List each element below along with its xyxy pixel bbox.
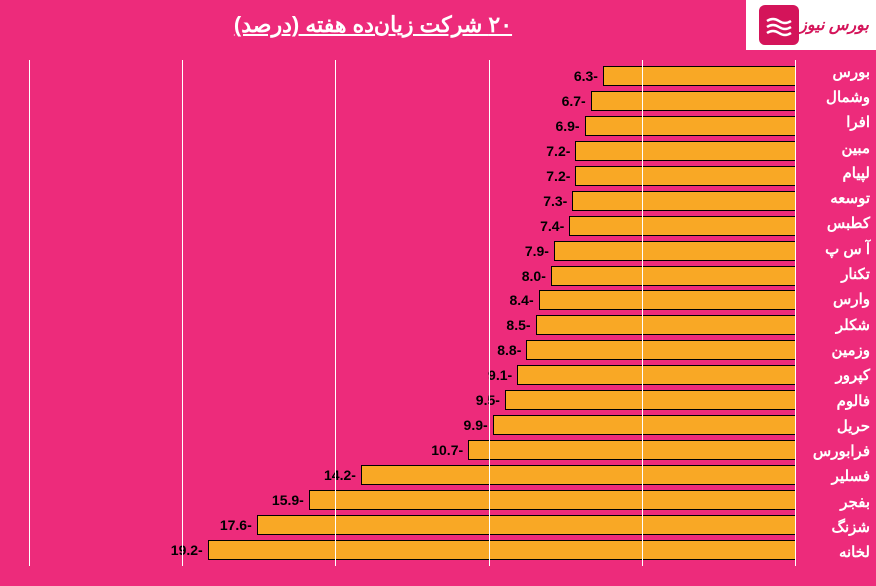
bar: -7.9 <box>554 241 796 261</box>
bar-value-label: -8.8 <box>497 342 521 358</box>
y-axis-label: فرابورس <box>798 441 876 463</box>
bar: -8.8 <box>526 340 796 360</box>
bar-value-label: -19.2 <box>171 542 203 558</box>
y-axis-label: تکنار <box>798 264 876 286</box>
chart-title: ۲۰ شرکت زیان‌ده هفته (درصد) <box>0 12 746 38</box>
bar: -7.4 <box>569 216 796 236</box>
bar: -7.3 <box>572 191 796 211</box>
logo-area: بورس نیوز <box>746 0 876 50</box>
gridline <box>489 60 490 566</box>
bar-row: -15.9 <box>30 489 796 511</box>
gridline <box>182 60 183 566</box>
y-axis-label: بفجر <box>798 492 876 514</box>
bar-value-label: -8.0 <box>522 268 546 284</box>
bar-row: -7.4 <box>30 215 796 237</box>
y-axis-label: لخانه <box>798 542 876 564</box>
bar-row: -8.4 <box>30 289 796 311</box>
plot-area: -6.3-6.7-6.9-7.2-7.2-7.3-7.4-7.9-8.0-8.4… <box>30 60 796 566</box>
bar-row: -8.8 <box>30 339 796 361</box>
chart-container: بورس نیوز ۲۰ شرکت زیان‌ده هفته (درصد) -6… <box>0 0 876 586</box>
bar-value-label: -7.2 <box>546 143 570 159</box>
y-axis-label: بورس <box>798 62 876 84</box>
bar-value-label: -8.5 <box>506 317 530 333</box>
bar: -8.0 <box>551 266 796 286</box>
bar-value-label: -7.4 <box>540 218 564 234</box>
bar-row: -7.2 <box>30 140 796 162</box>
bar-row: -8.5 <box>30 314 796 336</box>
y-axis-label: وارس <box>798 289 876 311</box>
boursenews-logo-icon <box>759 5 799 45</box>
bar-row: -6.7 <box>30 90 796 112</box>
bar-row: -7.3 <box>30 190 796 212</box>
bar-row: -17.6 <box>30 514 796 536</box>
y-axis-labels: بورس وشمال افرا مبین لپیام توسعه کطبس آ س پ تکنا… <box>798 60 876 566</box>
bar: -14.2 <box>361 465 796 485</box>
bar-row: -7.2 <box>30 165 796 187</box>
y-axis-label: توسعه <box>798 188 876 210</box>
bar-value-label: -10.7 <box>431 442 463 458</box>
y-axis-label: وزمین <box>798 340 876 362</box>
gridline <box>29 60 30 566</box>
y-axis-label: شزنگ <box>798 517 876 539</box>
bar-row: -7.9 <box>30 240 796 262</box>
bar-value-label: -6.3 <box>574 68 598 84</box>
y-axis-label: وشمال <box>798 87 876 109</box>
bar: -7.2 <box>575 166 796 186</box>
bar: -9.5 <box>505 390 796 410</box>
bar: -10.7 <box>468 440 796 460</box>
y-axis-label: کپرور <box>798 365 876 387</box>
bar-value-label: -17.6 <box>220 517 252 533</box>
bar-value-label: -15.9 <box>272 492 304 508</box>
bar-value-label: -9.9 <box>464 417 488 433</box>
y-axis-label: فسلیر <box>798 466 876 488</box>
bar-row: -8.0 <box>30 265 796 287</box>
bar: -6.9 <box>585 116 796 136</box>
gridline <box>642 60 643 566</box>
gridline <box>795 60 796 566</box>
bar-row: -6.9 <box>30 115 796 137</box>
bar-value-label: -7.3 <box>543 193 567 209</box>
bar: -9.1 <box>517 365 796 385</box>
bar-value-label: -8.4 <box>509 292 533 308</box>
bar: -6.3 <box>603 66 796 86</box>
y-axis-label: فالوم <box>798 391 876 413</box>
bar-value-label: -7.9 <box>525 243 549 259</box>
bar-value-label: -14.2 <box>324 467 356 483</box>
bar-value-label: -6.9 <box>555 118 579 134</box>
y-axis-label: افرا <box>798 112 876 134</box>
bar-row: -14.2 <box>30 464 796 486</box>
y-axis-label: آ س پ <box>798 239 876 261</box>
y-axis-label: کطبس <box>798 213 876 235</box>
bar-row: -6.3 <box>30 65 796 87</box>
bar-value-label: -9.1 <box>488 367 512 383</box>
bar: -8.4 <box>539 290 796 310</box>
logo-text: بورس نیوز <box>799 15 869 35</box>
bars-group: -6.3-6.7-6.9-7.2-7.2-7.3-7.4-7.9-8.0-8.4… <box>30 65 796 561</box>
bar: -6.7 <box>591 91 796 111</box>
y-axis-label: مبین <box>798 138 876 160</box>
y-axis-label: لپیام <box>798 163 876 185</box>
bar: -17.6 <box>257 515 796 535</box>
gridline <box>335 60 336 566</box>
bar-row: -9.9 <box>30 414 796 436</box>
bar-row: -19.2 <box>30 539 796 561</box>
bar: -15.9 <box>309 490 796 510</box>
bar-row: -10.7 <box>30 439 796 461</box>
bar-value-label: -7.2 <box>546 168 570 184</box>
bar-row: -9.5 <box>30 389 796 411</box>
bar: -7.2 <box>575 141 796 161</box>
bar-row: -9.1 <box>30 364 796 386</box>
y-axis-label: شکلر <box>798 315 876 337</box>
bar-value-label: -6.7 <box>562 93 586 109</box>
y-axis-label: حریل <box>798 416 876 438</box>
bar: -9.9 <box>493 415 796 435</box>
bar: -19.2 <box>208 540 796 560</box>
bar: -8.5 <box>536 315 796 335</box>
